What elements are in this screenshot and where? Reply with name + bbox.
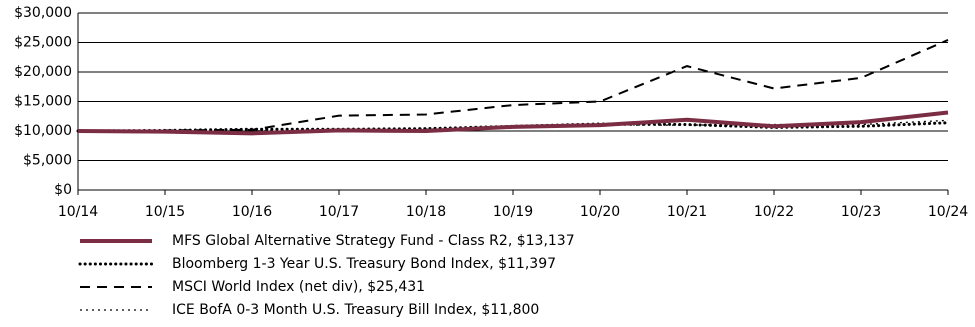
x-tick-label: 10/18 bbox=[406, 204, 446, 220]
x-tick-label: 10/19 bbox=[493, 204, 533, 220]
y-tick-label: $25,000 bbox=[14, 35, 72, 51]
x-tick-label: 10/17 bbox=[319, 204, 359, 220]
y-tick-label: $20,000 bbox=[14, 64, 72, 80]
series-line bbox=[77, 39, 949, 132]
legend-label: Bloomberg 1-3 Year U.S. Treasury Bond In… bbox=[172, 256, 556, 272]
x-tick-label: 10/15 bbox=[145, 204, 185, 220]
legend-label: MSCI World Index (net div), $25,431 bbox=[172, 279, 425, 295]
series-line bbox=[77, 110, 949, 136]
y-tick-label: $15,000 bbox=[14, 94, 72, 110]
y-tick-label: $30,000 bbox=[14, 5, 72, 21]
x-tick-label: 10/22 bbox=[754, 204, 794, 220]
x-tick-label: 10/20 bbox=[580, 204, 620, 220]
y-tick-label: $0 bbox=[54, 182, 72, 198]
x-tick-label: 10/21 bbox=[667, 204, 707, 220]
x-tick-label: 10/14 bbox=[58, 204, 98, 220]
x-tick-label: 10/23 bbox=[841, 204, 881, 220]
x-tick-label: 10/16 bbox=[232, 204, 272, 220]
y-tick-label: $10,000 bbox=[14, 123, 72, 139]
legend-label: MFS Global Alternative Strategy Fund - C… bbox=[172, 233, 575, 249]
legend-label: ICE BofA 0-3 Month U.S. Treasury Bill In… bbox=[172, 302, 539, 318]
y-tick-label: $5,000 bbox=[23, 153, 72, 169]
x-tick-label: 10/24 bbox=[928, 204, 968, 220]
